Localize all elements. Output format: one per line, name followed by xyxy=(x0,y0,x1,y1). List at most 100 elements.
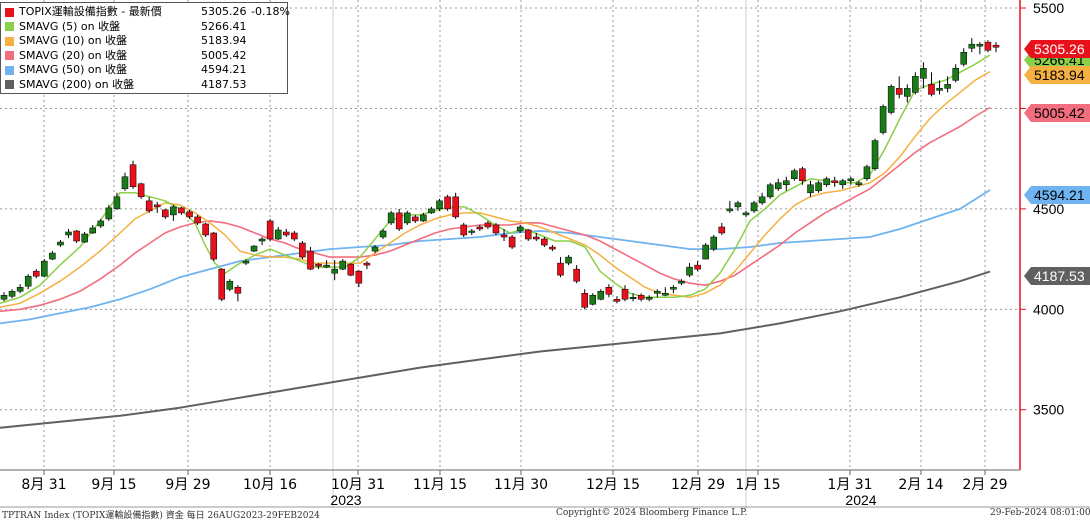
candle xyxy=(904,84,911,103)
legend-value: 5305.26 xyxy=(201,5,247,18)
candle xyxy=(823,176,830,187)
y-tick-label: 5500 xyxy=(1033,0,1064,16)
candle-body xyxy=(774,182,782,190)
candle-body xyxy=(137,183,145,198)
candle-body xyxy=(702,244,709,260)
candle-body xyxy=(847,178,855,182)
candle-body xyxy=(758,196,766,204)
candle-body xyxy=(766,184,774,198)
candle xyxy=(250,245,258,253)
candle xyxy=(508,234,516,250)
candle xyxy=(879,104,887,135)
candle xyxy=(670,285,677,294)
candle-body xyxy=(637,295,645,300)
candle-body xyxy=(936,88,943,91)
candle xyxy=(565,255,572,266)
candle-body xyxy=(516,226,524,232)
candle-body xyxy=(621,288,629,300)
candle-body xyxy=(194,216,201,224)
candle xyxy=(242,259,250,266)
candle xyxy=(73,229,80,244)
candle xyxy=(371,245,379,254)
candle xyxy=(113,192,121,210)
candle xyxy=(32,269,40,279)
candle-body xyxy=(0,295,8,300)
candle-body xyxy=(250,245,258,252)
candle-body xyxy=(508,236,516,248)
candle xyxy=(81,231,88,244)
candle-body xyxy=(895,88,903,95)
candle-body xyxy=(24,275,32,287)
x-tick-label: 10月 16 xyxy=(243,477,297,493)
candle-body xyxy=(750,202,758,212)
candle xyxy=(863,164,871,181)
candle xyxy=(742,210,750,217)
candle-body xyxy=(855,182,863,186)
price-tag: 4594.21 xyxy=(1024,186,1090,204)
candle-body xyxy=(533,236,540,240)
candle xyxy=(718,222,726,235)
candle xyxy=(210,231,217,262)
x-tick-label: 12月 29 xyxy=(671,477,725,493)
price-tag-label: 5305.26 xyxy=(1034,41,1085,57)
candle-body xyxy=(395,212,403,230)
candle xyxy=(992,42,1000,53)
candle-body xyxy=(258,238,266,242)
price-tag-label: 4594.21 xyxy=(1034,187,1085,203)
candle xyxy=(960,48,968,67)
candle-body xyxy=(726,208,734,212)
price-tag-label: 4187.53 xyxy=(1034,268,1085,284)
candle-body xyxy=(686,266,693,276)
candle-body xyxy=(557,262,564,276)
candle-body xyxy=(662,292,669,296)
candle xyxy=(573,265,580,284)
candle xyxy=(871,138,879,171)
candle xyxy=(468,228,476,235)
candle xyxy=(944,76,951,93)
candle xyxy=(807,180,814,197)
candle xyxy=(420,212,427,222)
sma10-line xyxy=(0,70,991,309)
candle xyxy=(783,176,790,191)
candle-body xyxy=(89,227,96,234)
candle-body xyxy=(791,170,798,180)
candle xyxy=(274,226,282,241)
candle xyxy=(347,263,355,277)
sma50-line xyxy=(0,189,991,325)
candle-body xyxy=(8,290,16,297)
candle-body xyxy=(266,220,274,240)
legend-change: -0.18% xyxy=(251,5,290,18)
candle-body xyxy=(113,196,121,210)
candle-body xyxy=(274,229,282,240)
y-axis: 3500 4000 4500 5500 xyxy=(1020,0,1064,418)
candle-body xyxy=(452,196,459,218)
price-tag-shape xyxy=(1024,267,1090,285)
candle xyxy=(0,292,8,302)
candle-body xyxy=(315,263,322,267)
candle-body xyxy=(605,286,613,295)
candle xyxy=(323,260,330,269)
candle xyxy=(766,182,774,199)
candle-body xyxy=(500,234,508,238)
candle xyxy=(549,245,556,252)
legend-entry: SMAVG (10) on 收盤 5183.94 xyxy=(5,34,283,49)
candle xyxy=(936,80,943,95)
legend-label: TOPIX運輸設備指數 - 最新價 xyxy=(19,5,162,18)
candle-body xyxy=(678,280,685,284)
candle-body xyxy=(718,226,726,234)
candle xyxy=(315,263,322,270)
candle-body xyxy=(484,222,492,228)
candle-body xyxy=(573,268,580,282)
candle xyxy=(89,224,96,234)
candle-body xyxy=(428,208,435,214)
footer-timestamp: 29-Feb-2024 08:01:00 xyxy=(990,508,1090,518)
candle-body xyxy=(242,260,250,264)
candle xyxy=(476,224,484,231)
sma200-line xyxy=(0,270,991,429)
candle-body xyxy=(871,140,879,169)
candle-body xyxy=(742,212,750,216)
legend-value: 5266.41 xyxy=(201,19,247,33)
legend-label: SMAVG (10) on 收盤 xyxy=(19,34,128,47)
y-tick-label: 4000 xyxy=(1033,301,1064,317)
